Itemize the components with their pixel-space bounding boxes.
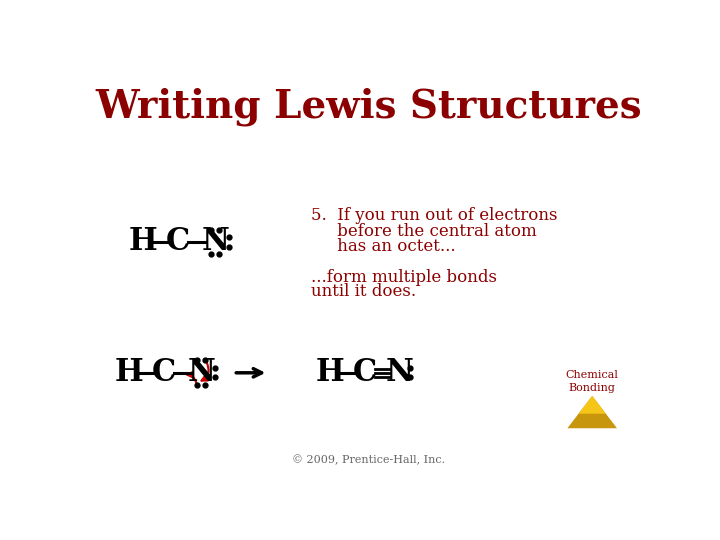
Text: C: C (166, 226, 189, 258)
FancyArrowPatch shape (187, 372, 197, 383)
Text: before the central atom: before the central atom (311, 222, 536, 240)
Text: N: N (385, 357, 413, 388)
Text: C: C (353, 357, 377, 388)
Polygon shape (567, 396, 617, 428)
Text: Writing Lewis Structures: Writing Lewis Structures (96, 88, 642, 126)
Text: until it does.: until it does. (311, 283, 416, 300)
Text: N: N (202, 226, 230, 258)
Text: has an octet...: has an octet... (311, 238, 456, 255)
Text: H: H (128, 226, 157, 258)
Text: C: C (151, 357, 176, 388)
Polygon shape (579, 396, 606, 414)
Text: 5.  If you run out of electrons: 5. If you run out of electrons (311, 207, 557, 224)
Text: © 2009, Prentice-Hall, Inc.: © 2009, Prentice-Hall, Inc. (292, 455, 446, 465)
Text: H: H (114, 357, 143, 388)
Text: N: N (188, 357, 215, 388)
FancyArrowPatch shape (202, 362, 209, 381)
Text: H: H (316, 357, 345, 388)
Text: ...form multiple bonds: ...form multiple bonds (311, 269, 497, 286)
Text: Chemical
Bonding: Chemical Bonding (566, 369, 618, 393)
